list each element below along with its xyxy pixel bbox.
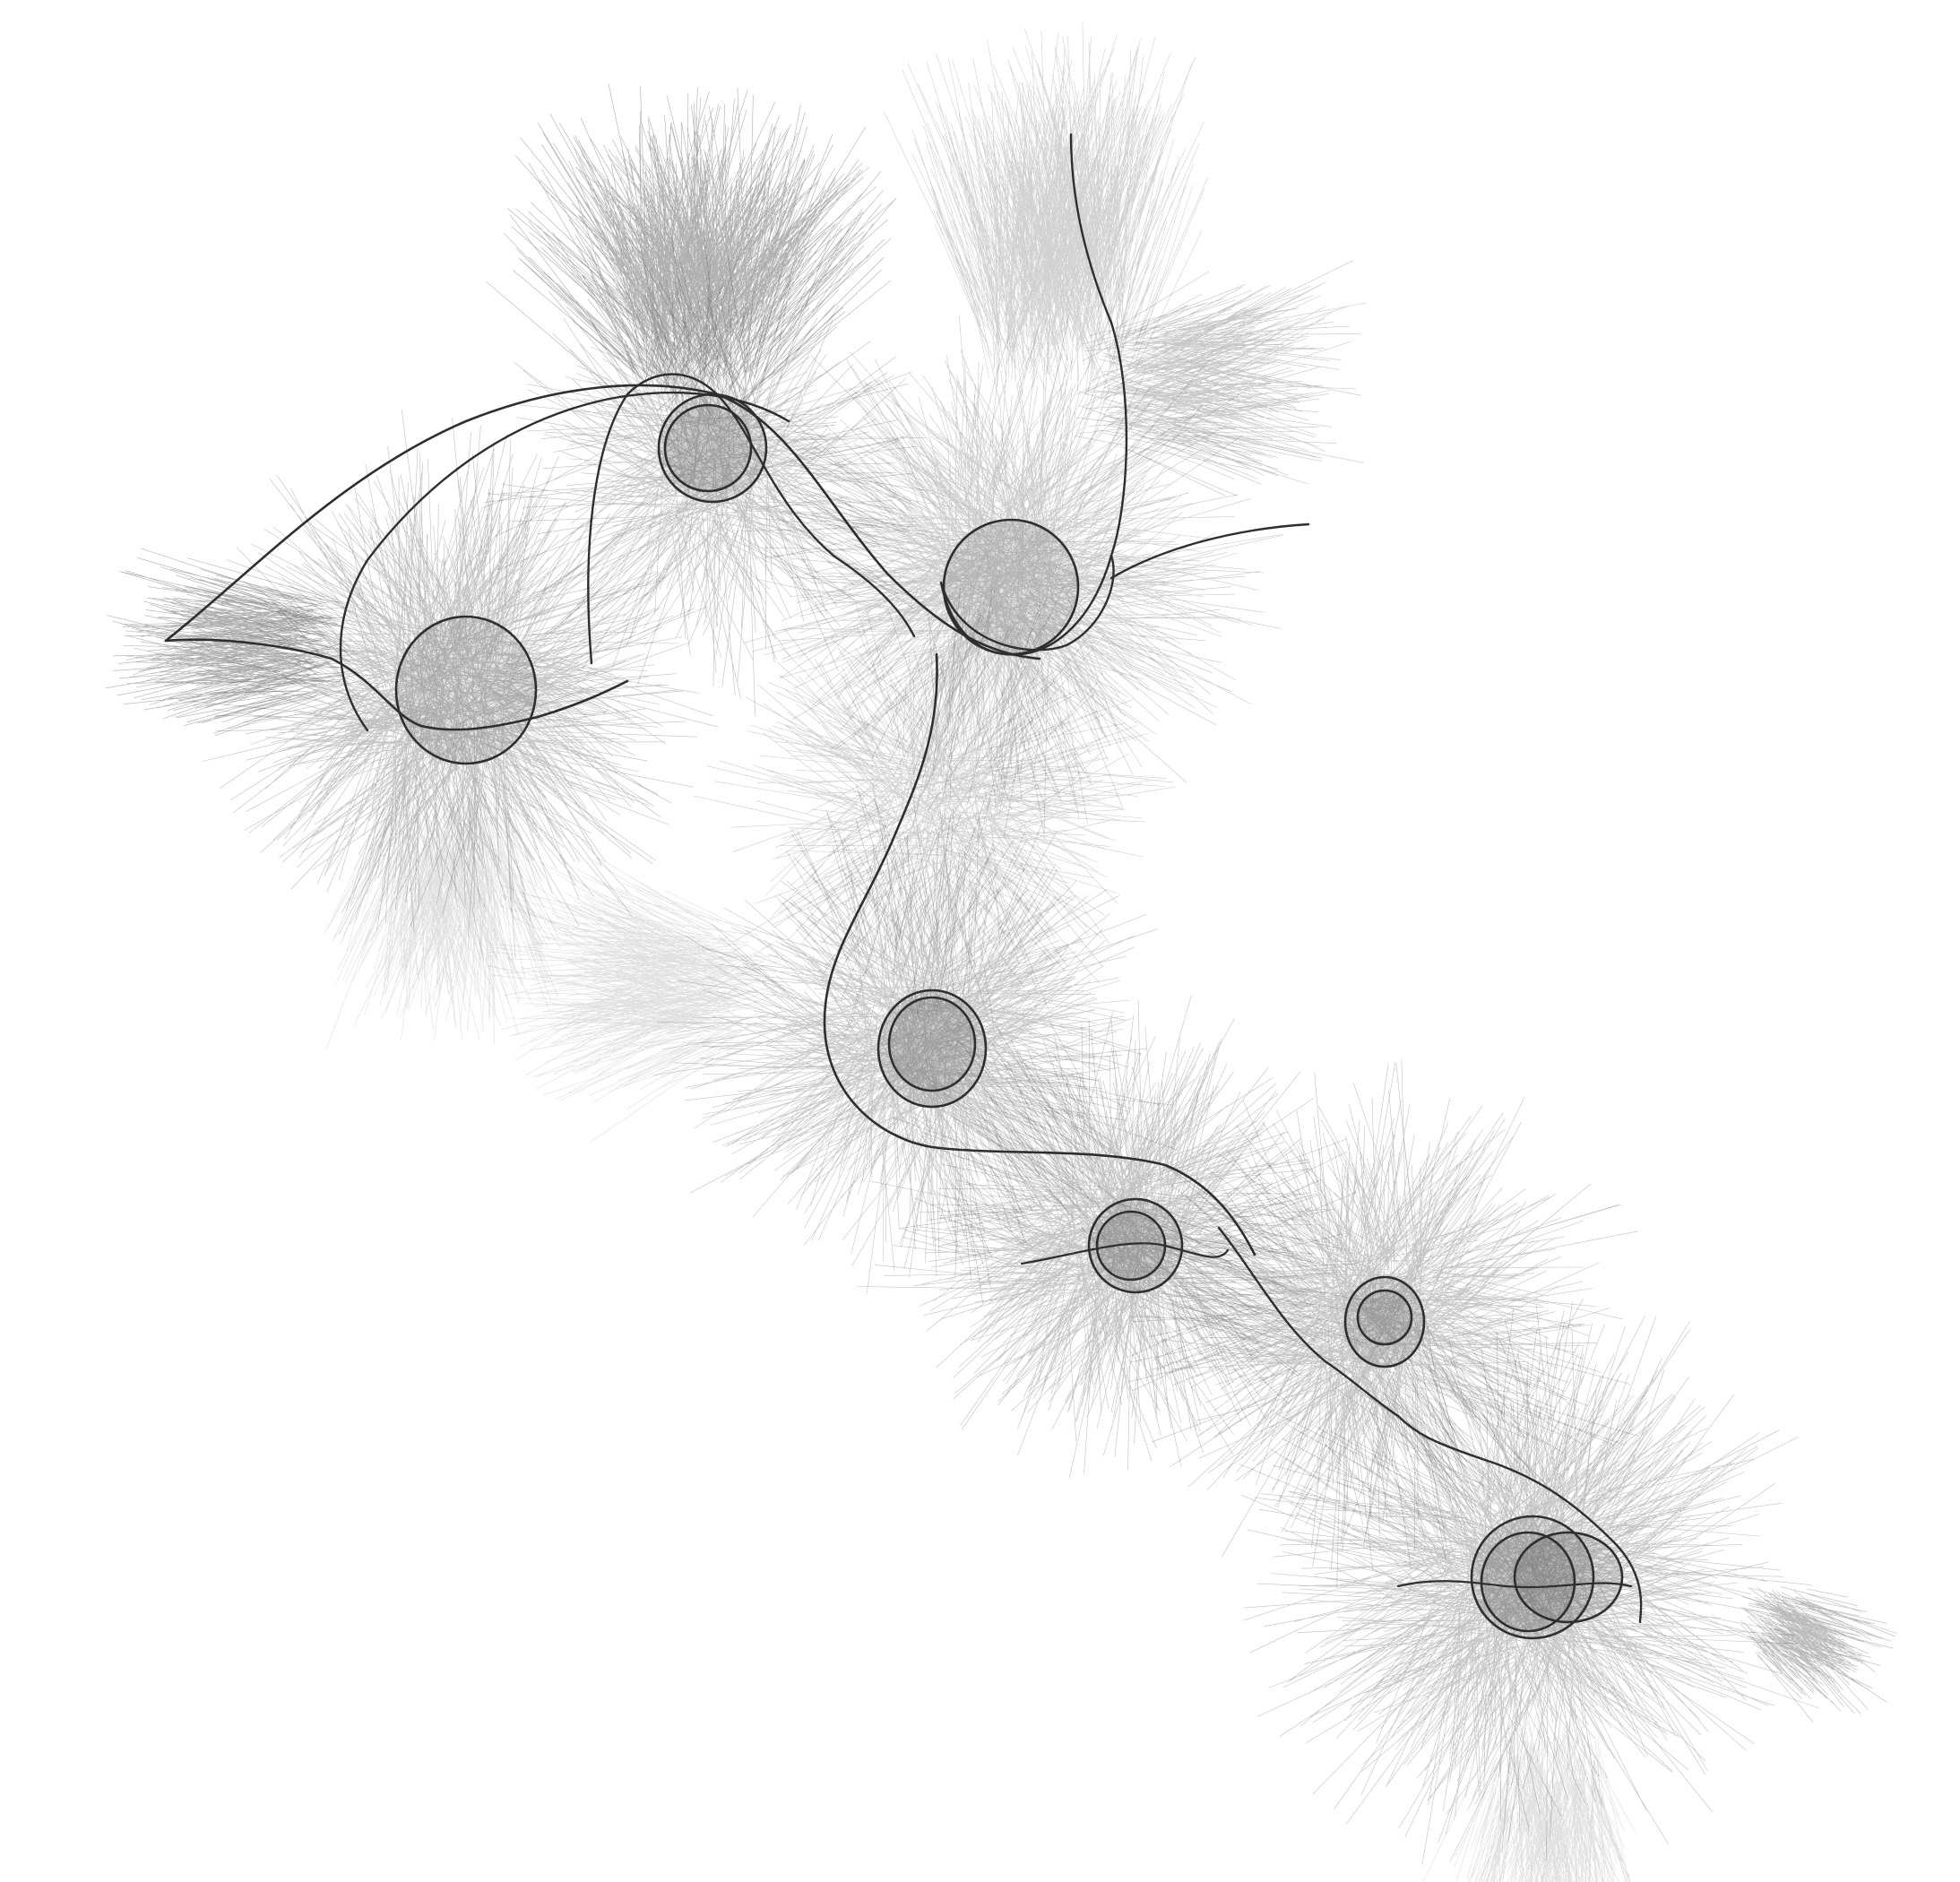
burst-top-fan-strokes — [883, 22, 1209, 403]
burst-bottom-haze-strokes — [1422, 1712, 1636, 1882]
loop-bottom-inner — [1480, 1531, 1576, 1633]
loop-mid-outer-shade — [878, 990, 986, 1107]
loop-bottom-outer-shade — [1472, 1516, 1593, 1638]
burst-middle-column — [693, 585, 1176, 1042]
loop-top-inner — [663, 403, 753, 493]
burst-bottom-node — [1239, 1299, 1820, 1866]
main-curves — [164, 133, 1643, 1640]
burst-left-tip — [105, 548, 357, 736]
burst-left-node-strokes — [184, 409, 719, 962]
burst-bottom-node-strokes — [1239, 1299, 1820, 1866]
loop-mid-inner-shade — [889, 997, 975, 1091]
burst-lower-node-a-strokes — [857, 995, 1377, 1479]
burst-top — [486, 83, 897, 417]
burst-mid-left-haze — [488, 857, 784, 1143]
curve-bottom-base — [1396, 1580, 1633, 1589]
curve-lower-left — [1020, 1242, 1230, 1265]
burst-top-strokes — [486, 83, 897, 417]
burst-left-lower-strokes — [324, 759, 570, 1049]
burst-bottom-haze — [1422, 1712, 1636, 1882]
burst-right-fan — [1075, 260, 1367, 496]
burst-lower-node-b-strokes — [1110, 1060, 1638, 1588]
burst-left-lower — [324, 759, 570, 1049]
curve-arch-inner — [339, 391, 790, 732]
loop-right-inner-shade — [1358, 1291, 1412, 1344]
burst-mid-left-haze-strokes — [488, 857, 784, 1143]
loop-right-outer — [1343, 1275, 1426, 1368]
burst-lower-node-b — [1110, 1060, 1638, 1588]
curve-right-branch — [1110, 522, 1310, 580]
loop-mid-outer — [876, 988, 988, 1109]
loop-center — [942, 518, 1080, 656]
burst-mid-node-strokes — [653, 783, 1179, 1304]
loop-right-inner — [1356, 1289, 1413, 1346]
curve-lower-run — [1217, 1226, 1643, 1624]
loop-low-outer-shade — [1089, 1199, 1182, 1292]
burst-tail-strokes — [1740, 1586, 1897, 1722]
burst-mid-node — [653, 783, 1179, 1304]
loop-mid-inner — [887, 996, 977, 1092]
loop-top-outer — [657, 393, 768, 504]
hair-strands — [105, 22, 1897, 1882]
curve-descender — [823, 652, 1256, 1256]
burst-center-node — [739, 315, 1283, 839]
burst-middle-column-strokes — [693, 585, 1176, 1042]
curve-center-link — [939, 554, 1115, 652]
loop-bottom-outer — [1470, 1515, 1595, 1640]
burst-left-tip-strokes — [105, 548, 357, 736]
loop-bottom-side — [1513, 1531, 1624, 1624]
curve-main-upper — [164, 638, 629, 731]
curve-left-arch — [164, 384, 1041, 660]
loop-left — [394, 615, 538, 765]
loop-low-outer — [1087, 1197, 1184, 1294]
burst-lower-node-a — [857, 995, 1377, 1479]
loop-bottom-inner-shade — [1481, 1532, 1575, 1631]
loop-bottom-side-shade — [1515, 1532, 1622, 1622]
loop-low-inner — [1095, 1210, 1167, 1282]
loop-top-inner-shade — [665, 405, 751, 491]
loop-low-inner-shade — [1097, 1212, 1165, 1280]
burst-top-fan — [883, 22, 1209, 403]
burst-left-node — [184, 409, 719, 962]
loop-center-shade — [944, 520, 1078, 654]
burst-tail — [1740, 1586, 1897, 1722]
burst-upper-node — [481, 223, 955, 716]
burst-upper-node-strokes — [481, 223, 955, 716]
burst-right-fan-strokes — [1075, 260, 1367, 496]
burst-center-node-strokes — [739, 315, 1283, 839]
loop-top-outer-shade — [659, 394, 766, 502]
